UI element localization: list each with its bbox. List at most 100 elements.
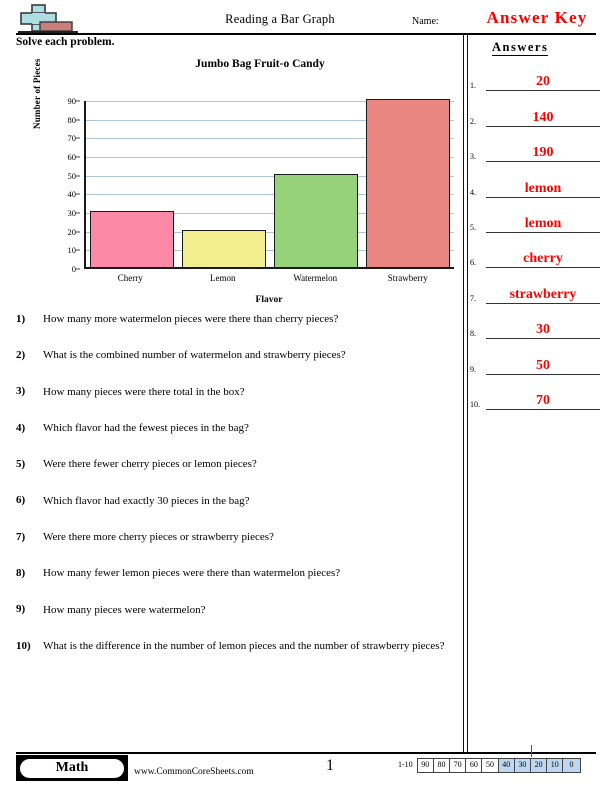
y-tick-mark — [76, 119, 80, 121]
answer-row[interactable]: 8. 30 — [470, 304, 600, 340]
question-item: 4) Which flavor had the fewest pieces in … — [16, 421, 452, 436]
answer-row[interactable]: 5. lemon — [470, 198, 600, 233]
grading-scale-cell: 60 — [466, 759, 483, 772]
answer-row[interactable]: 9. 50 — [470, 339, 600, 375]
answer-value: 30 — [536, 322, 550, 338]
question-number: 8) — [16, 566, 26, 579]
question-text: How many pieces were there total in the … — [43, 385, 245, 398]
grading-scale-cell: 90 — [417, 759, 434, 772]
grading-scale-cell: 0 — [563, 759, 580, 772]
y-tick-label: 60 — [67, 151, 77, 162]
answer-blank-line[interactable] — [486, 408, 600, 410]
answer-row[interactable]: 10. 70 — [470, 375, 600, 410]
y-tick-label: 30 — [67, 207, 77, 218]
answer-row[interactable]: 6. cherry — [470, 233, 600, 269]
answer-value: lemon — [524, 215, 562, 231]
y-tick-mark — [76, 137, 80, 139]
gridline — [86, 175, 454, 177]
y-tick-mark — [76, 212, 80, 214]
plus-block-logo-icon — [18, 4, 82, 36]
answer-blank-line[interactable] — [486, 161, 600, 163]
answer-blank-line[interactable] — [486, 231, 600, 233]
page-number: 1 — [326, 757, 334, 774]
question-text: How many more watermelon pieces were the… — [43, 313, 339, 325]
question-item: 1) How many more watermelon pieces were t… — [16, 312, 452, 327]
answers-column: Answers 1. 20 2. 140 3. 190 4. lemon 5. lemon 6. ch… — [470, 38, 600, 410]
chart-plot-area — [84, 99, 454, 269]
question-number: 10) — [16, 639, 31, 652]
question-text: What is the combined number of watermelo… — [43, 349, 346, 362]
answer-blank-line[interactable] — [486, 125, 600, 127]
answer-rows: 1. 20 2. 140 3. 190 4. lemon 5. lemon 6. cherry 7. st… — [470, 56, 600, 410]
question-item: 6) Which flavor had exactly 30 pieces in … — [16, 494, 452, 509]
y-tick-mark — [76, 156, 80, 158]
answer-number: 6. — [470, 258, 476, 268]
grading-scale-label: 1-10 — [398, 760, 413, 769]
answer-number: 2. — [470, 116, 476, 126]
chart-x-axis-title: Flavor — [255, 295, 283, 305]
answer-row[interactable]: 2. 140 — [470, 91, 600, 127]
page-title: Reading a Bar Graph — [225, 12, 335, 26]
grading-scale-cell: 30 — [514, 759, 531, 772]
question-item: 10) What is the difference in the number … — [16, 639, 452, 654]
answer-number: 4. — [470, 187, 476, 197]
questions-list: 1) How many more watermelon pieces were t… — [16, 312, 452, 675]
grading-scale-cell: 20 — [530, 759, 548, 772]
footer-divider — [16, 752, 596, 754]
chart-x-axis-labels: Cherry Lemon Watermelon Strawberry — [84, 273, 454, 283]
answer-blank-line[interactable] — [486, 196, 600, 198]
answer-row[interactable]: 1. 20 — [470, 56, 600, 92]
answer-value: 70 — [536, 392, 550, 408]
bar-cell — [178, 101, 270, 267]
bar-cell — [362, 99, 454, 267]
question-number: 7) — [16, 530, 26, 543]
answer-row[interactable]: 3. 190 — [470, 127, 600, 163]
answer-blank-line[interactable] — [486, 90, 600, 92]
answers-heading: Answers — [492, 40, 549, 56]
answer-row[interactable]: 7. strawberry — [470, 268, 600, 304]
y-tick-label: 80 — [67, 114, 77, 125]
instruction-text: Solve each problem. — [16, 36, 115, 48]
answer-blank-line[interactable] — [486, 338, 600, 340]
question-number: 3) — [16, 385, 26, 398]
scale-pointer-tick — [531, 745, 532, 757]
gridline — [86, 157, 454, 158]
subject-badge-label: Math — [20, 758, 124, 778]
name-label: Name: — [412, 16, 439, 27]
subject-badge: Math — [16, 755, 128, 781]
y-tick-mark — [76, 249, 80, 251]
answer-value: 20 — [536, 74, 550, 90]
question-item: 3) How many pieces were there total in th… — [16, 385, 452, 400]
answer-number: 10. — [470, 399, 480, 409]
gridline — [86, 138, 454, 140]
bar-chart: Jumbo Bag Fruit-o Candy Number of Pieces… — [32, 58, 456, 305]
y-tick-mark — [76, 268, 80, 270]
x-tick-label: Strawberry — [387, 273, 428, 283]
x-tick-label: Lemon — [210, 273, 236, 283]
grading-scale-cell: 40 — [498, 759, 515, 772]
y-tick-label: 70 — [67, 133, 77, 144]
answer-value: cherry — [523, 251, 563, 267]
grading-scale-cell: 80 — [433, 759, 451, 772]
question-item: 8) How many fewer lemon pieces were there… — [16, 566, 452, 581]
chart-bar — [181, 229, 267, 267]
answer-blank-line[interactable] — [486, 373, 600, 375]
answer-blank-line[interactable] — [486, 267, 600, 269]
gridline — [86, 194, 454, 196]
bar-cell — [86, 101, 178, 267]
grading-scale-cell: 50 — [482, 759, 499, 772]
bar-cell — [270, 101, 362, 267]
question-item: 7) Were there more cherry pieces or straw… — [16, 530, 452, 545]
answer-row[interactable]: 4. lemon — [470, 162, 600, 198]
answer-blank-line[interactable] — [486, 302, 600, 304]
question-text: Which flavor had the fewest pieces in th… — [43, 422, 249, 435]
grading-scale-cells: 90 80 70 60 50 40 30 20 10 0 — [416, 758, 581, 773]
grading-scale-cell: 70 — [450, 759, 467, 772]
question-text: How many pieces were watermelon? — [43, 603, 206, 616]
gridline — [86, 213, 454, 214]
y-tick-label: 40 — [67, 189, 77, 200]
answer-key-stamp: Answer Key — [486, 8, 588, 27]
grading-scale-cell: 10 — [547, 759, 564, 772]
question-number: 6) — [16, 494, 26, 507]
